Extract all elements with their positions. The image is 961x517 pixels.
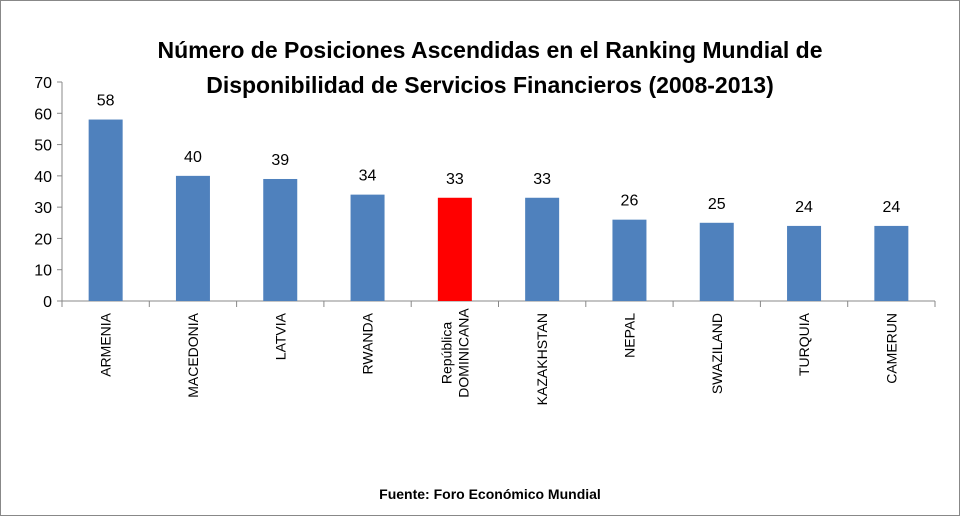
bar bbox=[350, 194, 385, 301]
data-label: 40 bbox=[184, 149, 202, 166]
y-tick-label: 50 bbox=[34, 138, 52, 155]
y-tick-label: 10 bbox=[34, 263, 52, 280]
bar bbox=[699, 222, 734, 301]
x-tick-label: NEPAL bbox=[621, 313, 637, 358]
y-tick-label: 30 bbox=[34, 200, 52, 217]
x-tick-label: MACEDONIA bbox=[185, 312, 201, 397]
bar bbox=[612, 219, 647, 301]
bar bbox=[787, 225, 822, 301]
bar bbox=[175, 175, 210, 301]
data-label: 24 bbox=[882, 199, 900, 216]
source: Fuente: Foro Económico Mundial bbox=[379, 486, 601, 502]
x-tick-label: LATVIA bbox=[272, 312, 288, 360]
x-tick-label: SWAZILAND bbox=[709, 313, 725, 394]
data-label: 24 bbox=[795, 199, 813, 216]
data-label: 26 bbox=[621, 193, 639, 210]
x-tick-label: CAMERUN bbox=[883, 313, 899, 384]
x-tick-label: RepúblicaDOMINICANA bbox=[438, 308, 471, 398]
chart-title: Número de Posiciones Ascendidas en el Ra… bbox=[157, 37, 822, 98]
y-tick-label: 60 bbox=[34, 106, 52, 123]
bar bbox=[88, 119, 123, 302]
data-label: 58 bbox=[97, 93, 115, 110]
bar bbox=[437, 197, 472, 301]
y-tick-label: 0 bbox=[43, 294, 52, 311]
bar bbox=[263, 178, 298, 301]
y-tick-label: 40 bbox=[34, 169, 52, 186]
x-tick-label: RWANDA bbox=[360, 312, 376, 374]
data-label: 34 bbox=[359, 168, 377, 185]
data-label: 25 bbox=[708, 196, 726, 213]
x-tick-label: TURQUIA bbox=[796, 312, 812, 376]
x-tick-label: ARMENIA bbox=[98, 312, 114, 376]
y-tick-label: 20 bbox=[34, 231, 52, 248]
data-label: 33 bbox=[446, 171, 464, 188]
data-label: 39 bbox=[271, 152, 289, 169]
data-label: 33 bbox=[533, 171, 551, 188]
bar bbox=[874, 225, 909, 301]
bar bbox=[525, 197, 560, 301]
y-tick-label: 70 bbox=[34, 75, 52, 92]
x-tick-label: KAZAKHSTAN bbox=[534, 313, 550, 405]
